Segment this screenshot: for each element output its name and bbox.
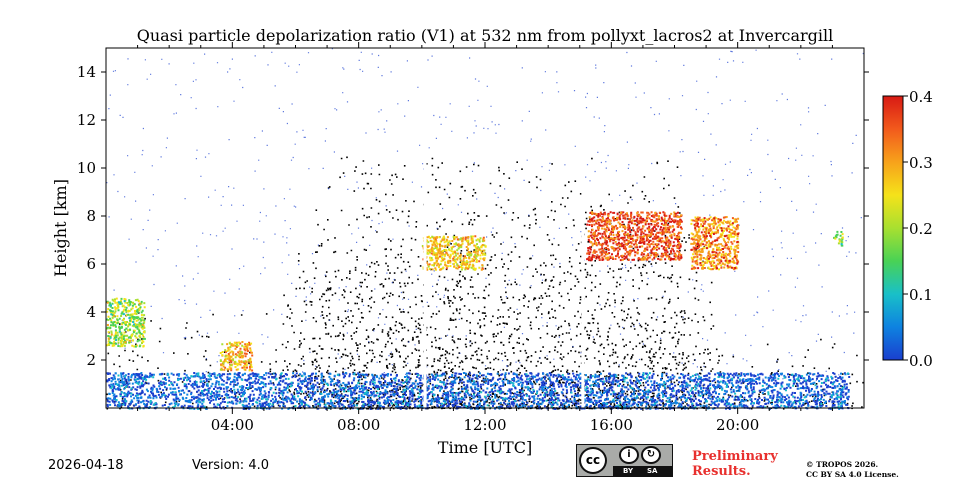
chart-title: Quasi particle depolarization ratio (V1)… — [137, 26, 834, 45]
heatmap-layer — [106, 48, 864, 410]
preliminary-line-1: Preliminary — [692, 449, 778, 464]
colorbar-tick-label: 0.3 — [909, 154, 933, 172]
colorbar — [882, 95, 904, 361]
feature-late-small-patch — [833, 230, 844, 247]
y-tick-label: 8 — [86, 207, 96, 225]
feature-boundary-layer-aerosol — [106, 372, 851, 410]
preliminary-line-2: Results. — [692, 464, 751, 479]
x-tick-label: 04:00 — [211, 416, 254, 434]
feature-midday-aerosol-layer — [421, 235, 487, 271]
x-axis: 04:00 08:00 12:00 16:00 20:00 — [137, 42, 833, 434]
y-tick-label: 10 — [77, 159, 96, 177]
y-tick-label: 6 — [86, 255, 96, 273]
x-axis-label: Time [UTC] — [438, 438, 532, 457]
x-tick-label: 20:00 — [716, 416, 759, 434]
data-gap — [581, 48, 585, 408]
colorbar-tick-label: 0.2 — [909, 220, 933, 238]
y-tick-label: 12 — [77, 111, 96, 129]
data-gap — [423, 48, 427, 408]
feature-early-low-cloud — [106, 297, 146, 348]
colorbar-ticks: 0.0 0.1 0.2 0.3 0.4 — [903, 88, 933, 370]
attribution-icon: i — [619, 446, 639, 464]
by-label: BY — [623, 467, 634, 475]
x-tick-label: 08:00 — [337, 416, 380, 434]
feature-morning-aerosol-patch — [219, 341, 254, 372]
date-label: 2026-04-18 — [48, 458, 124, 473]
x-tick-label: 16:00 — [590, 416, 633, 434]
copyright-line-1: © TROPOS 2026. — [806, 460, 879, 469]
y-tick-label: 14 — [77, 63, 96, 81]
y-tick-label: 4 — [86, 303, 96, 321]
feature-evening-elevated-layer — [690, 216, 740, 271]
y-tick-label: 2 — [86, 351, 96, 369]
colorbar-tick-label: 0.0 — [909, 352, 933, 370]
version-label: Version: 4.0 — [192, 458, 269, 473]
copyright-line-2: CC BY SA 4.0 License. — [806, 470, 899, 479]
colorbar-tick-label: 0.1 — [909, 286, 933, 304]
share-alike-icon: ↻ — [641, 446, 661, 464]
x-tick-label: 12:00 — [463, 416, 506, 434]
feature-afternoon-elevated-layer — [586, 211, 683, 262]
cc-icon: cc — [579, 447, 607, 474]
colorbar-tick-label: 0.4 — [909, 88, 933, 106]
y-axis-label: Height [km] — [51, 179, 70, 277]
cc-strip: BY SA — [613, 466, 672, 476]
sa-label: SA — [647, 467, 658, 475]
cc-license-badge: cc i ↻ BY SA — [576, 444, 673, 477]
preliminary-notice: Preliminary Results. — [692, 449, 778, 479]
copyright-notice: © TROPOS 2026. CC BY SA 4.0 License. — [806, 460, 899, 480]
y-axis: 2 4 6 8 10 12 14 — [77, 63, 869, 369]
